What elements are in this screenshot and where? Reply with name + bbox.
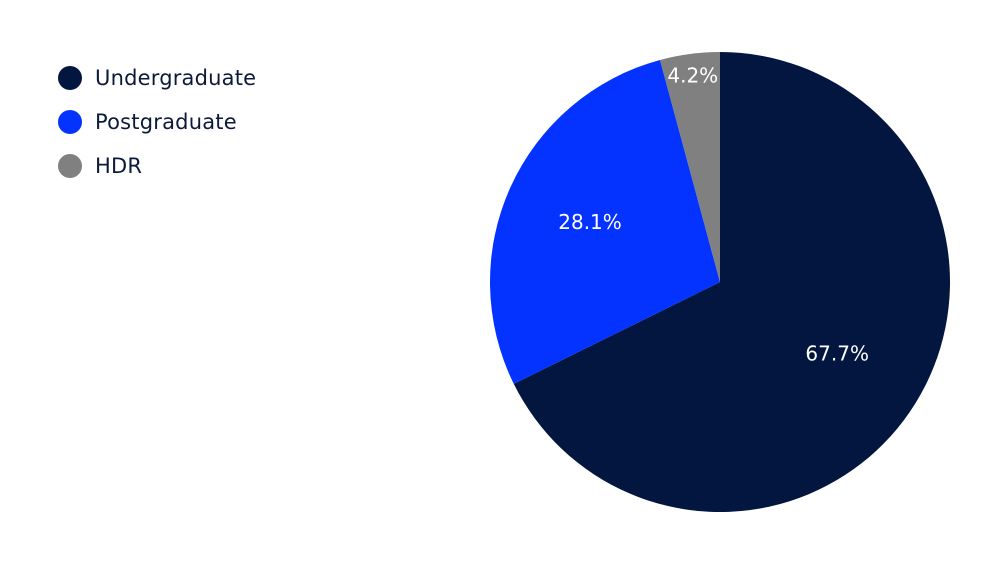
pie-label-hdr: 4.2% [667, 63, 718, 87]
legend-item-hdr: HDR [58, 144, 256, 188]
pie-slice-undergraduate [513, 52, 950, 512]
pie-slice-postgraduate [490, 59, 720, 384]
legend-swatch-undergraduate [58, 66, 82, 90]
legend: Undergraduate Postgraduate HDR [58, 56, 256, 188]
pie-label-postgraduate: 28.1% [558, 210, 622, 234]
legend-item-postgraduate: Postgraduate [58, 100, 256, 144]
legend-label-postgraduate: Postgraduate [95, 110, 237, 134]
legend-swatch-hdr [58, 154, 82, 178]
legend-item-undergraduate: Undergraduate [58, 56, 256, 100]
pie-slices [490, 52, 950, 512]
legend-swatch-postgraduate [58, 110, 82, 134]
pie-labels: 67.7% 28.1% 4.2% [558, 63, 869, 365]
pie-label-undergraduate: 67.7% [805, 341, 869, 365]
legend-label-undergraduate: Undergraduate [95, 66, 257, 90]
pie-slice-hdr [660, 52, 720, 282]
legend-label-hdr: HDR [95, 154, 143, 178]
